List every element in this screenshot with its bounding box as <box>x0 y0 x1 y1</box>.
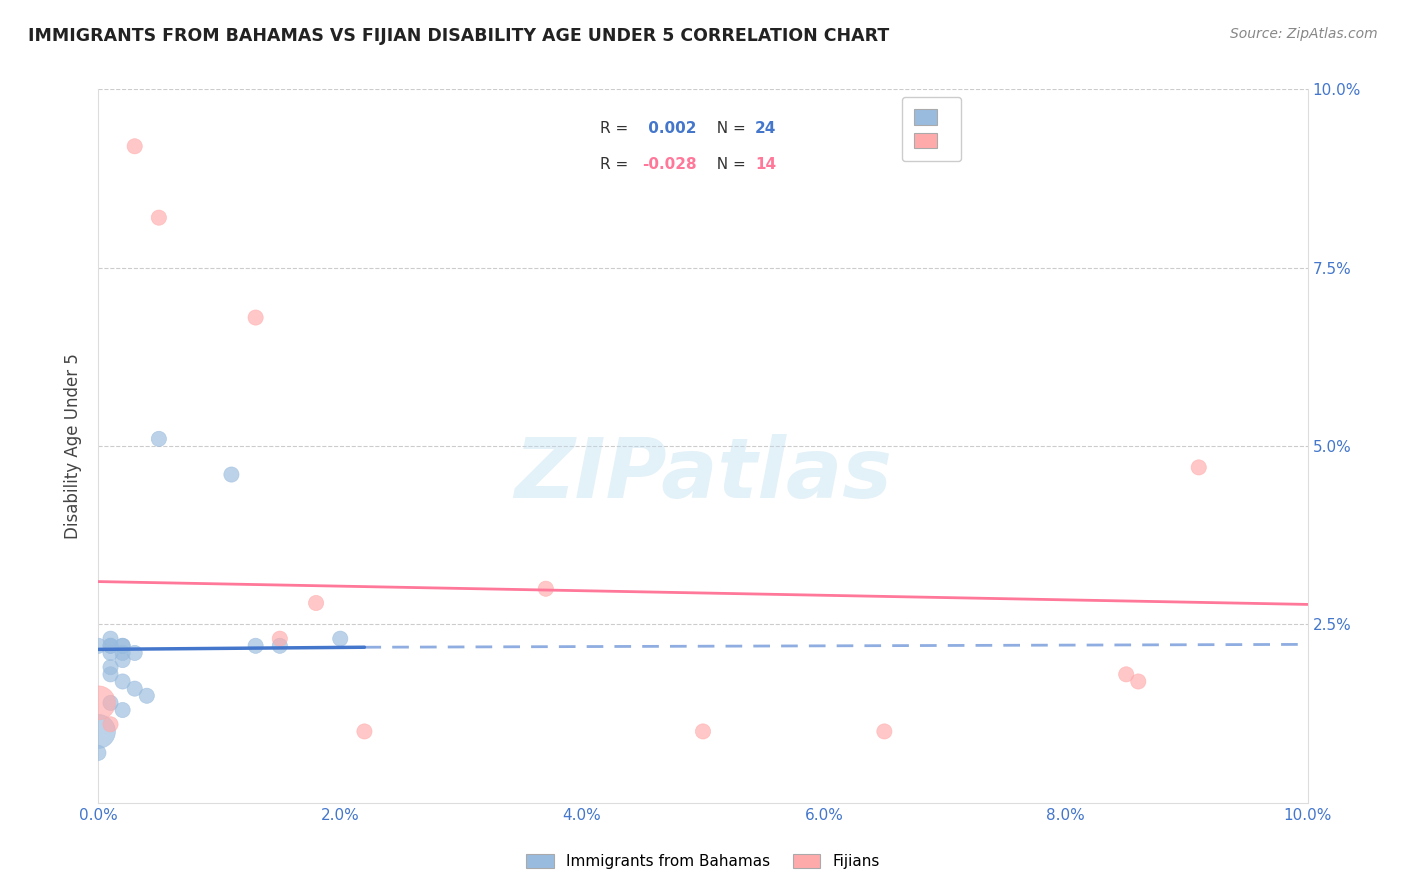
Point <box>100 646 122 660</box>
Point <box>124 681 146 696</box>
Text: ZIPatlas: ZIPatlas <box>515 434 891 515</box>
Point <box>87 639 110 653</box>
Text: 0.002: 0.002 <box>643 121 696 136</box>
Point <box>87 746 110 760</box>
Text: 14: 14 <box>755 157 776 171</box>
Point <box>111 653 134 667</box>
Point <box>100 639 122 653</box>
Point <box>148 211 170 225</box>
Y-axis label: Disability Age Under 5: Disability Age Under 5 <box>65 353 83 539</box>
Text: N =: N = <box>707 121 751 136</box>
Point <box>100 639 122 653</box>
Text: N =: N = <box>707 157 751 171</box>
Point <box>87 696 110 710</box>
Text: -0.028: -0.028 <box>643 157 697 171</box>
Point <box>100 660 122 674</box>
Point <box>305 596 328 610</box>
Point <box>534 582 557 596</box>
Point <box>1115 667 1137 681</box>
Text: Source: ZipAtlas.com: Source: ZipAtlas.com <box>1230 27 1378 41</box>
Legend: Immigrants from Bahamas, Fijians: Immigrants from Bahamas, Fijians <box>520 847 886 875</box>
Text: R =: R = <box>600 121 633 136</box>
Point <box>111 674 134 689</box>
Point <box>221 467 243 482</box>
Point <box>353 724 375 739</box>
Point <box>269 639 291 653</box>
Point <box>135 689 157 703</box>
Point <box>148 432 170 446</box>
Point <box>111 646 134 660</box>
Point <box>1188 460 1211 475</box>
Point <box>329 632 352 646</box>
Point <box>100 717 122 731</box>
Point <box>111 639 134 653</box>
Point <box>124 139 146 153</box>
Text: R =: R = <box>600 157 633 171</box>
Text: 24: 24 <box>755 121 776 136</box>
Legend: , : , <box>901 97 962 161</box>
Point <box>87 724 110 739</box>
Point <box>269 632 291 646</box>
Point <box>124 646 146 660</box>
Point <box>1128 674 1150 689</box>
Point <box>100 696 122 710</box>
Point <box>245 639 267 653</box>
Point <box>692 724 714 739</box>
Point <box>100 667 122 681</box>
Text: IMMIGRANTS FROM BAHAMAS VS FIJIAN DISABILITY AGE UNDER 5 CORRELATION CHART: IMMIGRANTS FROM BAHAMAS VS FIJIAN DISABI… <box>28 27 890 45</box>
Point <box>873 724 896 739</box>
Point <box>245 310 267 325</box>
Point <box>111 639 134 653</box>
Point <box>111 703 134 717</box>
Point <box>100 632 122 646</box>
